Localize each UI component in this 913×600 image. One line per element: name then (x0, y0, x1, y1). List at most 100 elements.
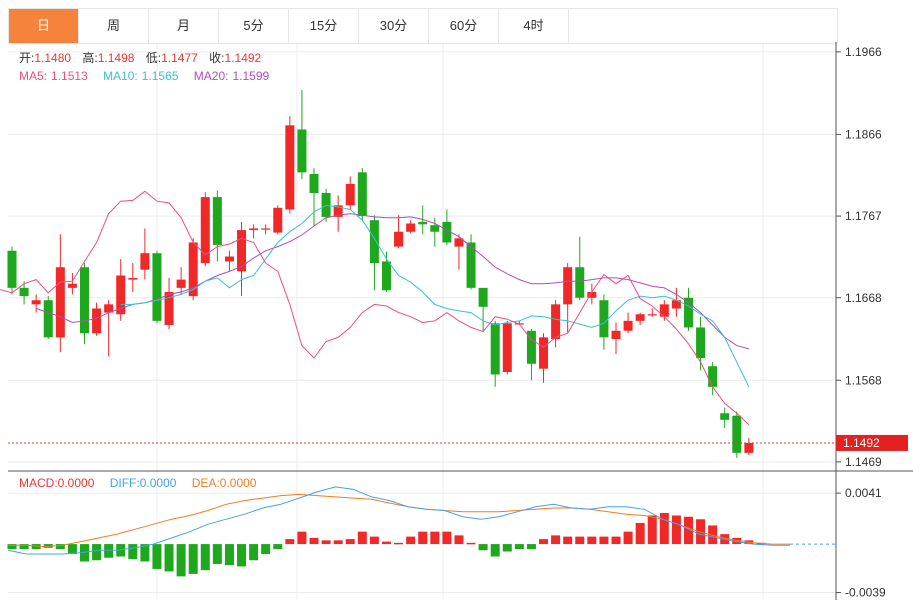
candle-body (67, 283, 77, 288)
macd-label: MACD: (19, 476, 58, 490)
macd-bar (7, 544, 17, 550)
macd-bar (357, 531, 367, 545)
candle-body (442, 221, 452, 243)
macd-lines-layer (7, 486, 790, 555)
diff-line (7, 486, 790, 555)
candle-body (502, 323, 512, 372)
candle-body (732, 415, 742, 453)
ma20-line (36, 213, 750, 350)
candle-body (599, 300, 609, 338)
candle-body (490, 323, 500, 375)
macd-bar (659, 513, 669, 545)
macd-bar (212, 544, 222, 564)
tab-4hour[interactable]: 4时 (499, 9, 569, 43)
macd-bar (551, 535, 561, 545)
tab-5min[interactable]: 5分 (219, 9, 289, 43)
candle-body (309, 174, 319, 193)
candle-body (357, 172, 367, 217)
macd-bar (67, 544, 77, 555)
candle-body (478, 287, 488, 307)
candle-body (200, 197, 210, 264)
macd-bar (635, 522, 645, 545)
candle-body (79, 267, 89, 334)
macd-bar (394, 542, 404, 545)
candle-body (224, 256, 234, 262)
candle-body (454, 238, 464, 247)
ma5-label: MA5: (19, 69, 47, 83)
ma5-value: 1.1513 (51, 69, 88, 83)
candle-body (249, 228, 259, 231)
ma-legend: MA5: 1.1513 MA10: 1.1565 MA20: 1.1599 (19, 69, 270, 83)
macd-bar (200, 544, 210, 571)
macd-bar (539, 539, 549, 545)
candle-body (466, 242, 476, 288)
candle-body (285, 125, 295, 210)
macd-tick-label: 0.0041 (845, 486, 882, 500)
candle-body (128, 277, 138, 280)
macd-bar (31, 544, 41, 550)
candle-body (261, 228, 271, 230)
candle-body (140, 253, 150, 270)
macd-bar (671, 515, 681, 545)
candle-body (708, 366, 718, 387)
macd-bar (104, 544, 114, 558)
close-label: 收: (209, 51, 224, 65)
macd-bar (647, 515, 657, 545)
ma10-label: MA10: (103, 69, 138, 83)
candle-body (19, 287, 29, 297)
macd-bar (152, 544, 162, 569)
price-tick-label: 1.1866 (845, 127, 882, 141)
candles-layer (7, 89, 754, 458)
candle-body (212, 197, 222, 245)
period-tabs: 日 周 月 5分 15分 30分 60分 4时 (8, 8, 838, 44)
candle-body (635, 314, 645, 321)
tab-60min[interactable]: 60分 (429, 9, 499, 43)
macd-bar (249, 544, 259, 561)
macd-bar (611, 536, 621, 545)
candle-body (7, 250, 17, 288)
candle-body (671, 300, 681, 309)
macd-bar (285, 539, 295, 545)
candle-body (369, 220, 379, 264)
low-label: 低: (146, 51, 161, 65)
macd-bar (478, 544, 488, 551)
candle-body (394, 231, 404, 247)
grid-lines (8, 42, 836, 600)
macd-bar (224, 544, 234, 566)
macd-bar (309, 537, 319, 545)
tab-day[interactable]: 日 (9, 9, 79, 43)
macd-bar (418, 531, 428, 545)
candle-body (587, 291, 597, 298)
open-label: 开: (19, 51, 34, 65)
macd-bar (454, 535, 464, 545)
macd-bar (466, 542, 476, 545)
macd-bar (176, 544, 186, 577)
macd-bar (55, 544, 65, 550)
price-tick-label: 1.1469 (845, 455, 882, 469)
candle-body (43, 300, 53, 338)
tab-15min[interactable]: 15分 (289, 9, 359, 43)
macd-bar (514, 544, 524, 550)
ohlc-legend: 开:1.1480 高:1.1498 低:1.1477 收:1.1492 (19, 50, 262, 65)
macd-bar (273, 544, 283, 550)
macd-bar (297, 531, 307, 545)
tab-week[interactable]: 周 (79, 9, 149, 43)
candle-body (647, 314, 657, 316)
macd-value: 0.0000 (58, 476, 95, 490)
diff-label: DIFF: (110, 476, 140, 490)
macd-bar (321, 540, 331, 545)
candle-body (526, 330, 536, 364)
candle-body (273, 207, 283, 233)
macd-bar (381, 541, 391, 545)
macd-bar (92, 544, 102, 561)
candle-body (406, 223, 416, 232)
candle-body (55, 267, 65, 338)
tab-30min[interactable]: 30分 (359, 9, 429, 43)
tab-month[interactable]: 月 (149, 9, 219, 43)
macd-bar (442, 531, 452, 545)
last-price-label: 1.1492 (843, 436, 880, 450)
macd-bar (128, 544, 138, 559)
ma10-line (120, 204, 750, 388)
diff-value: 0.0000 (140, 476, 177, 490)
